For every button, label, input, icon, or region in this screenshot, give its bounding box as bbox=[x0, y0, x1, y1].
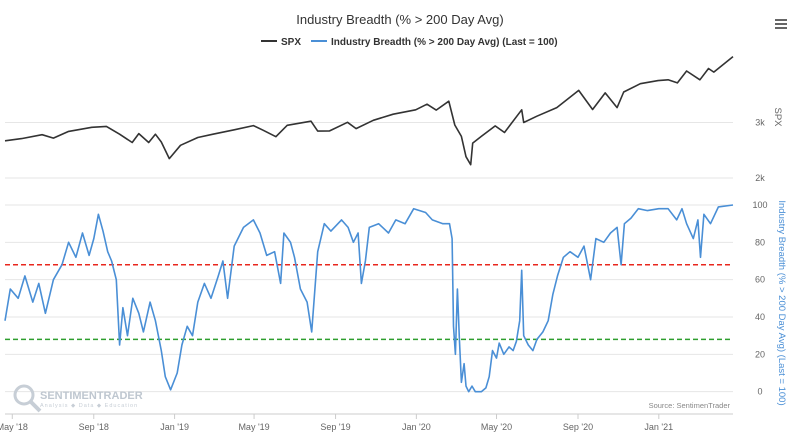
series-lines bbox=[4, 55, 734, 393]
reference-lines bbox=[5, 263, 733, 341]
x-tick-label: Jan '21 bbox=[644, 422, 673, 432]
legend-label-breadth: Industry Breadth (% > 200 Day Avg) (Last… bbox=[331, 37, 558, 48]
y-axis-ticks: 2k 3k 0 20 40 60 80 100 bbox=[752, 118, 767, 397]
gridlines bbox=[5, 122, 733, 393]
x-tick-label: Sep '19 bbox=[320, 422, 350, 432]
legend-item-breadth[interactable]: Industry Breadth (% > 200 Day Avg) (Last… bbox=[311, 37, 558, 48]
magnifier-icon bbox=[13, 384, 35, 406]
y-tick-label: 100 bbox=[752, 200, 767, 210]
y-tick-label: 60 bbox=[755, 275, 765, 285]
series-line-spx[interactable] bbox=[4, 55, 734, 166]
source-label: Source: SentimenTrader bbox=[649, 401, 731, 410]
y-tick-label: 0 bbox=[757, 387, 762, 397]
x-tick-label: May '19 bbox=[238, 422, 269, 432]
x-tick-label: May '20 bbox=[481, 422, 512, 432]
x-axis-ticks: May '18 Sep '18 Jan '19 May '19 Sep '19 Jan '… bbox=[0, 413, 733, 432]
legend-label-spx: SPX bbox=[281, 37, 301, 48]
magnifier-handle-icon bbox=[28, 399, 42, 413]
y-tick-label: 3k bbox=[755, 118, 765, 128]
y-tick-label: 80 bbox=[755, 237, 765, 247]
legend: SPX Industry Breadth (% > 200 Day Avg) (… bbox=[261, 37, 558, 48]
x-tick-label: Sep '18 bbox=[79, 422, 109, 432]
x-tick-label: Jan '19 bbox=[160, 422, 189, 432]
y-tick-label: 2k bbox=[755, 173, 765, 183]
y-tick-label: 20 bbox=[755, 349, 765, 359]
chart-title: Industry Breadth (% > 200 Day Avg) bbox=[296, 12, 504, 27]
watermark-name: SENTIMENTRADER bbox=[40, 390, 143, 402]
watermark-logo: SENTIMENTRADER Analysis ◆ Data ◆ Educati… bbox=[13, 384, 143, 413]
hamburger-menu-icon bbox=[775, 19, 787, 29]
x-tick-label: Jan '20 bbox=[402, 422, 431, 432]
x-tick-label: Sep '20 bbox=[563, 422, 593, 432]
y-axis-title-breadth: Industry Breadth (% > 200 Day Avg) (Last… bbox=[776, 200, 787, 405]
y-tick-label: 40 bbox=[755, 312, 765, 322]
menu-button[interactable] bbox=[772, 16, 790, 32]
watermark-tagline: Analysis ◆ Data ◆ Education bbox=[40, 403, 138, 409]
x-tick-label: May '18 bbox=[0, 422, 28, 432]
series-line-breadth[interactable] bbox=[4, 204, 734, 393]
y-axis-title-spx: SPX bbox=[772, 107, 783, 127]
legend-item-spx[interactable]: SPX bbox=[261, 37, 301, 48]
